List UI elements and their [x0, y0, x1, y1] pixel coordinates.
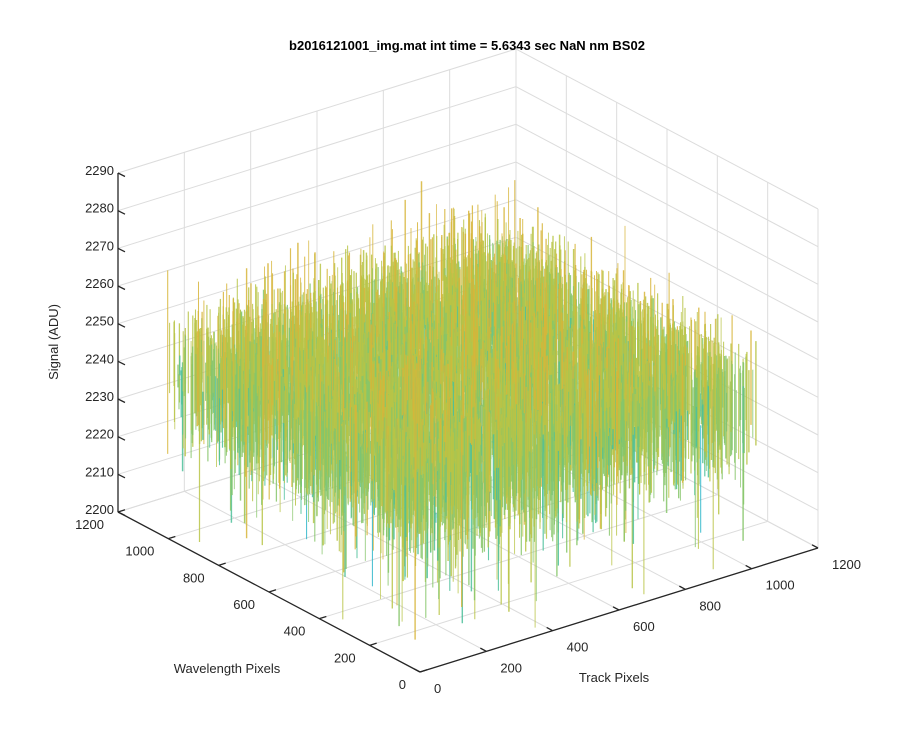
grid-line-y — [369, 182, 769, 646]
surface-mesh — [167, 180, 757, 640]
grid-line-y — [319, 155, 718, 620]
grid-line-z — [117, 48, 819, 210]
